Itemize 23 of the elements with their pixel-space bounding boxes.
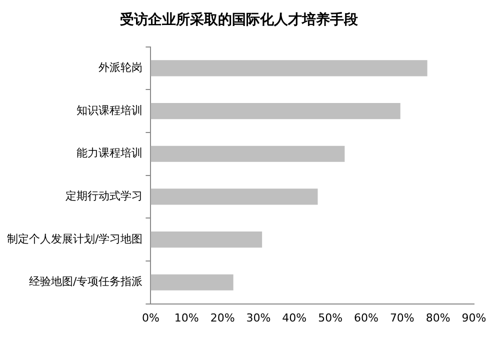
y-tick-label: 外派轮岗 xyxy=(98,61,143,74)
x-tick-label: 80% xyxy=(426,311,450,324)
x-tick-label: 30% xyxy=(246,311,271,324)
bar xyxy=(150,60,428,76)
bar xyxy=(150,146,345,162)
x-tick-label: 10% xyxy=(174,311,199,324)
x-tick-label: 20% xyxy=(210,311,235,324)
y-tick-label: 知识课程培训 xyxy=(76,104,143,117)
x-tick-label: 0% xyxy=(142,311,160,324)
x-tick-label: 50% xyxy=(318,311,343,324)
x-tick-label: 60% xyxy=(354,311,378,324)
y-tick-label: 定期行动式学习 xyxy=(66,190,143,203)
bar xyxy=(150,103,400,120)
bar xyxy=(150,274,234,290)
x-tick-label: 40% xyxy=(282,311,307,324)
y-tick-label: 经验地图/专项任务指派 xyxy=(28,275,143,288)
bar xyxy=(150,188,318,205)
x-tick-label: 90% xyxy=(462,311,486,324)
x-tick-label: 70% xyxy=(390,311,414,324)
chart-title: 受访企业所采取的国际化人才培养手段 xyxy=(119,11,359,28)
y-tick-label: 能力课程培训 xyxy=(76,146,143,160)
y-tick-label: 制定个人发展计划/学习地图 xyxy=(6,232,143,246)
bar xyxy=(150,232,262,248)
